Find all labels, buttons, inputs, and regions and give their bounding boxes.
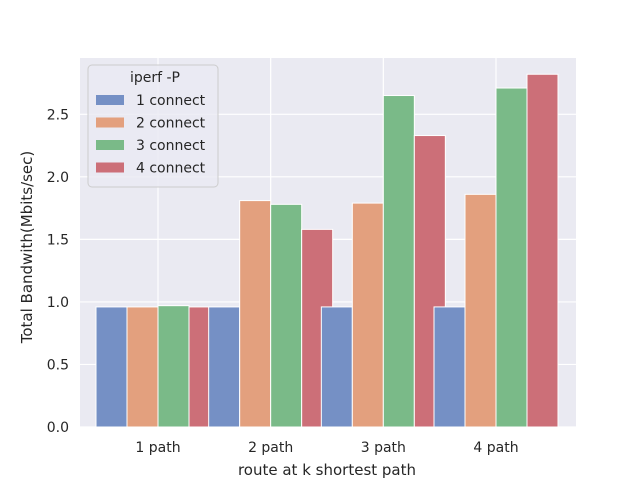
legend-swatch	[96, 140, 124, 150]
legend-label: 1 connect	[136, 93, 206, 109]
legend: iperf -P 1 connect 2 connect 3 connect 4 co…	[87, 64, 219, 188]
bar-3-connect-1-path	[157, 305, 190, 428]
y-tick-label: 2.5	[47, 107, 69, 123]
bar-1-connect-4-path	[433, 306, 466, 428]
x-tick-labels: 1 path 2 path 3 path 4 path	[135, 440, 518, 456]
legend-title: iperf -P	[130, 70, 180, 86]
y-tick-labels: 0.0 0.5 1.0 1.5 2.0 2.5	[47, 107, 69, 436]
x-tick-label: 2 path	[248, 440, 293, 456]
x-tick-label: 1 path	[135, 440, 180, 456]
x-tick-label: 3 path	[361, 440, 406, 456]
legend-swatch	[96, 162, 124, 173]
legend-label: 2 connect	[136, 116, 206, 132]
y-tick-label: 1.0	[47, 295, 69, 311]
bar-3-connect-2-path	[270, 203, 303, 428]
bar-2-connect-3-path	[351, 202, 384, 428]
bar-2-connect-2-path	[239, 200, 272, 428]
bar-2-connect-4-path	[464, 193, 497, 428]
bar-3-connect-3-path	[382, 95, 415, 428]
legend-label: 4 connect	[136, 161, 206, 177]
bar-3-connect-4-path	[495, 87, 528, 428]
y-tick-label: 0.5	[47, 357, 69, 373]
bar-2-connect-1-path	[126, 306, 159, 428]
bar-1-connect-1-path	[95, 306, 128, 428]
y-tick-label: 0.0	[47, 420, 69, 436]
y-tick-label: 1.5	[47, 232, 69, 248]
bar-1-connect-2-path	[208, 306, 241, 428]
bars	[95, 73, 559, 428]
y-tick-label: 2.0	[47, 170, 69, 186]
legend-items: 1 connect 2 connect 3 connect 4 connect	[96, 93, 206, 177]
legend-label: 3 connect	[136, 138, 206, 154]
bar-1-connect-3-path	[320, 306, 353, 428]
bar-4-connect-4-path	[526, 73, 559, 428]
x-tick-label: 4 path	[473, 440, 518, 456]
x-axis-label: route at k shortest path	[238, 461, 416, 479]
legend-swatch	[96, 95, 124, 105]
y-axis-label: Total Bandwith(Mbits/sec)	[18, 151, 36, 345]
legend-swatch	[96, 117, 124, 128]
